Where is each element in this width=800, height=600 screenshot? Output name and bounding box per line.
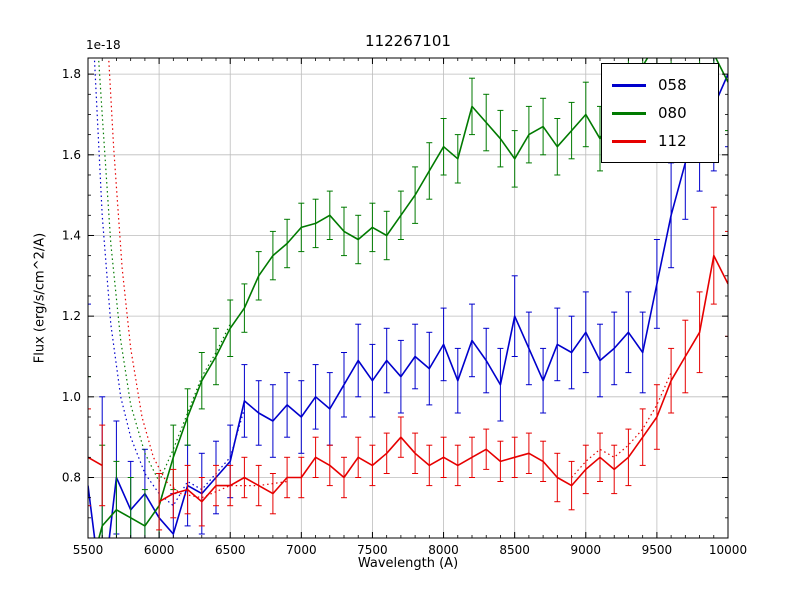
- y-tick-label: 1.8: [62, 67, 81, 81]
- y-tick-label: 1.0: [62, 390, 81, 404]
- y-tick-label: 1.4: [62, 228, 81, 242]
- x-tick-label: 6000: [144, 543, 175, 557]
- y-tick-label: 1.2: [62, 309, 81, 323]
- legend-entry: 080: [612, 99, 708, 127]
- x-tick-label: 7500: [357, 543, 388, 557]
- y-axis-label: Flux (erg/s/cm^2/A): [32, 232, 48, 364]
- y-tick-label: 0.8: [62, 470, 81, 484]
- x-axis-label: Wavelength (A): [357, 556, 459, 571]
- legend-line-icon: [612, 83, 646, 87]
- legend-label: 112: [658, 132, 687, 150]
- chart-title: 112267101: [365, 32, 451, 50]
- legend-entry: 058: [612, 71, 708, 99]
- legend-label: 080: [658, 104, 687, 122]
- legend-line-icon: [612, 139, 646, 143]
- y-axis-offset-text: 1e-18: [86, 38, 121, 52]
- x-tick-label: 5500: [73, 543, 104, 557]
- y-tick-label: 1.6: [62, 148, 81, 162]
- x-tick-label: 7000: [286, 543, 317, 557]
- x-tick-label: 9500: [642, 543, 673, 557]
- x-tick-label: 9000: [571, 543, 602, 557]
- legend: 058 080 112: [601, 63, 719, 163]
- x-tick-label: 8500: [499, 543, 530, 557]
- legend-label: 058: [658, 76, 687, 94]
- legend-line-icon: [612, 111, 646, 115]
- legend-entry: 112: [612, 127, 708, 155]
- x-tick-label: 6500: [215, 543, 246, 557]
- x-tick-label: 10000: [709, 543, 747, 557]
- x-tick-label: 8000: [428, 543, 459, 557]
